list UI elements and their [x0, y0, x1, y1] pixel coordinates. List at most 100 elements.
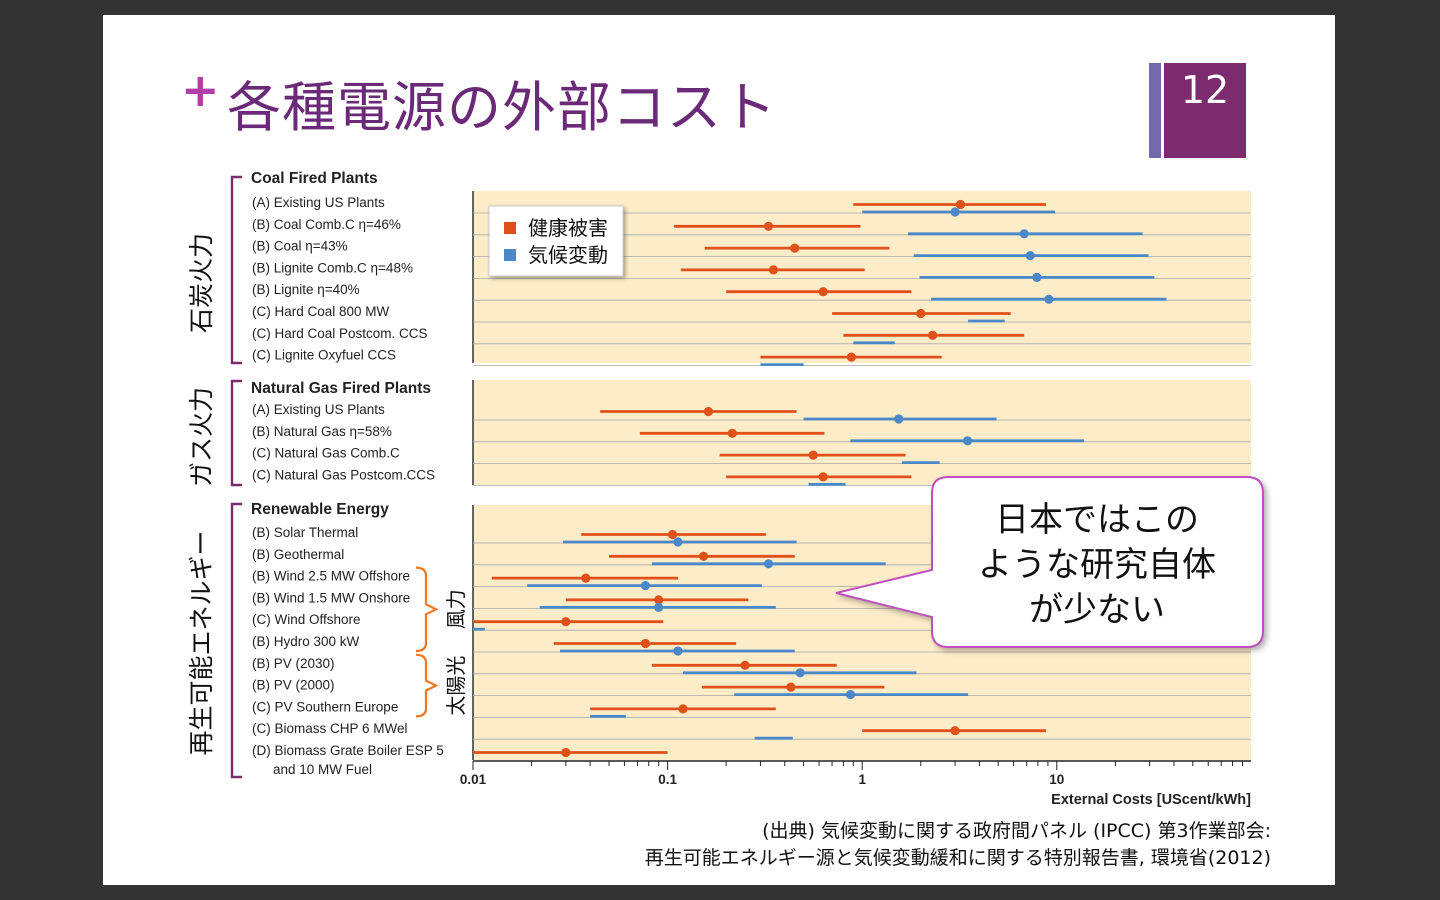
health-point — [955, 199, 966, 210]
callout-text-line: が少ない — [1029, 590, 1165, 630]
group-side-label: ガス火力 — [187, 387, 216, 487]
row-label: (C) Hard Coal 800 MW — [252, 304, 390, 319]
health-point — [561, 747, 571, 758]
slide-title: 各種電源の外部コスト — [227, 76, 777, 139]
health-point — [561, 617, 571, 627]
row-label: (C) Natural Gas Postcom.CCS — [252, 467, 435, 482]
legend-box — [488, 205, 624, 277]
climate-point — [795, 668, 805, 678]
health-point — [846, 352, 856, 362]
x-tick-label: 10 — [1049, 772, 1064, 787]
page-number: 12 — [1164, 63, 1246, 158]
health-point — [790, 243, 800, 253]
sub-bracket — [415, 566, 439, 653]
climate-point — [962, 436, 973, 446]
health-point — [581, 573, 591, 583]
row-label: (B) Coal Comb.C η=46% — [252, 217, 401, 232]
health-point — [808, 450, 818, 460]
group-side-label: 再生可能エネルギー — [187, 530, 216, 755]
callout-bubble — [835, 476, 1264, 648]
legend-label: 気候変動 — [528, 243, 608, 267]
row-label: (B) PV (2030) — [252, 656, 335, 671]
sub-group-label: 太陽光 — [444, 656, 468, 716]
group-header: Renewable Energy — [251, 501, 389, 518]
legend-label: 健康被害 — [528, 216, 608, 240]
source-line-1: (出典) 気候変動に関する政府間パネル (IPCC) 第3作業部会: — [762, 820, 1271, 842]
callout-text-line: 日本ではこの — [995, 500, 1199, 540]
page-number-accent-bar — [1149, 63, 1161, 158]
row-label: (B) Hydro 300 kW — [252, 634, 360, 649]
health-point — [678, 704, 688, 714]
row-label: (B) PV (2000) — [252, 678, 335, 693]
slide: + 各種電源の外部コスト 12 (A) Existing US Plants (B… — [103, 15, 1335, 885]
health-point — [667, 529, 678, 540]
climate-point — [673, 646, 683, 656]
row-label: (B) Lignite η=40% — [252, 282, 360, 297]
plot-panel — [473, 380, 1251, 485]
row-label: (B) Wind 1.5 MW Onshore — [252, 590, 410, 605]
group-bracket — [230, 175, 242, 365]
group-header: Natural Gas Fired Plants — [251, 380, 431, 397]
health-point — [818, 472, 828, 482]
health-point — [698, 551, 709, 561]
climate-point — [763, 559, 774, 569]
x-tick-label: 1 — [858, 772, 866, 787]
climate-point — [1019, 229, 1029, 239]
row-label: (B) Geothermal — [252, 547, 344, 562]
health-point — [768, 265, 779, 275]
plus-icon: + — [181, 63, 220, 117]
health-point — [763, 221, 774, 231]
row-label: (C) Wind Offshore — [252, 612, 361, 627]
row-label: (C) PV Southern Europe — [252, 699, 398, 714]
row-label: (C) Natural Gas Comb.C — [252, 446, 400, 461]
climate-point — [1025, 251, 1035, 261]
health-point — [818, 287, 828, 297]
sub-group-label: 風力 — [444, 589, 468, 629]
health-point — [740, 660, 750, 670]
climate-point — [894, 414, 904, 424]
group-side-label: 石炭火力 — [187, 233, 216, 333]
health-point — [916, 308, 926, 319]
row-label: (C) Lignite Oxyfuel CCS — [252, 348, 396, 363]
climate-point — [950, 207, 960, 217]
health-point — [927, 330, 938, 340]
source-citation: (出典) 気候変動に関する政府間パネル (IPCC) 第3作業部会: 再生可能エ… — [645, 818, 1271, 872]
health-point — [703, 406, 713, 417]
callout-text-line: ような研究自体 — [978, 545, 1216, 585]
row-label: (B) Wind 2.5 MW Offshore — [252, 569, 410, 584]
external-cost-chart: (A) Existing US Plants (B) Coal Comb.C η=… — [187, 170, 1264, 808]
group-header: Coal Fired Plants — [251, 170, 378, 187]
climate-point — [845, 690, 856, 700]
row-label: (A) Existing US Plants — [252, 402, 385, 417]
group-2: (A) Existing US Plants (B) Natural Gas η=… — [187, 379, 1251, 487]
health-point — [727, 428, 737, 438]
x-tick-label: 0.01 — [460, 772, 487, 787]
health-point — [950, 726, 960, 736]
legend-swatch — [504, 249, 516, 261]
row-label: (C) Biomass CHP 6 MWel — [252, 721, 408, 736]
group-1: (A) Existing US Plants (B) Coal Comb.C η=… — [187, 170, 1251, 367]
legend-swatch — [504, 222, 516, 234]
group-bracket — [230, 502, 242, 779]
climate-point — [1044, 294, 1054, 304]
climate-point — [673, 537, 683, 547]
row-label: (C) Hard Coal Postcom. CCS — [252, 326, 428, 341]
row-label: (B) Solar Thermal — [252, 525, 358, 540]
row-label: (B) Coal η=43% — [252, 239, 348, 254]
x-tick-label: 0.1 — [658, 772, 677, 787]
sub-bracket — [415, 653, 439, 718]
row-label: and 10 MW Fuel — [273, 762, 372, 777]
health-point — [640, 638, 651, 649]
climate-point — [640, 581, 651, 591]
group-bracket — [230, 379, 242, 487]
health-point — [654, 595, 664, 605]
row-label: (B) Lignite Comb.C η=48% — [252, 260, 413, 275]
health-point — [786, 682, 796, 692]
x-axis-label: External Costs [UScent/kWh] — [1051, 792, 1251, 808]
row-label: (B) Natural Gas η=58% — [252, 424, 392, 439]
source-line-2: 再生可能エネルギー源と気候変動緩和に関する特別報告書, 環境省(2012) — [644, 847, 1271, 869]
climate-point — [654, 602, 664, 613]
row-label: (A) Existing US Plants — [252, 195, 385, 210]
